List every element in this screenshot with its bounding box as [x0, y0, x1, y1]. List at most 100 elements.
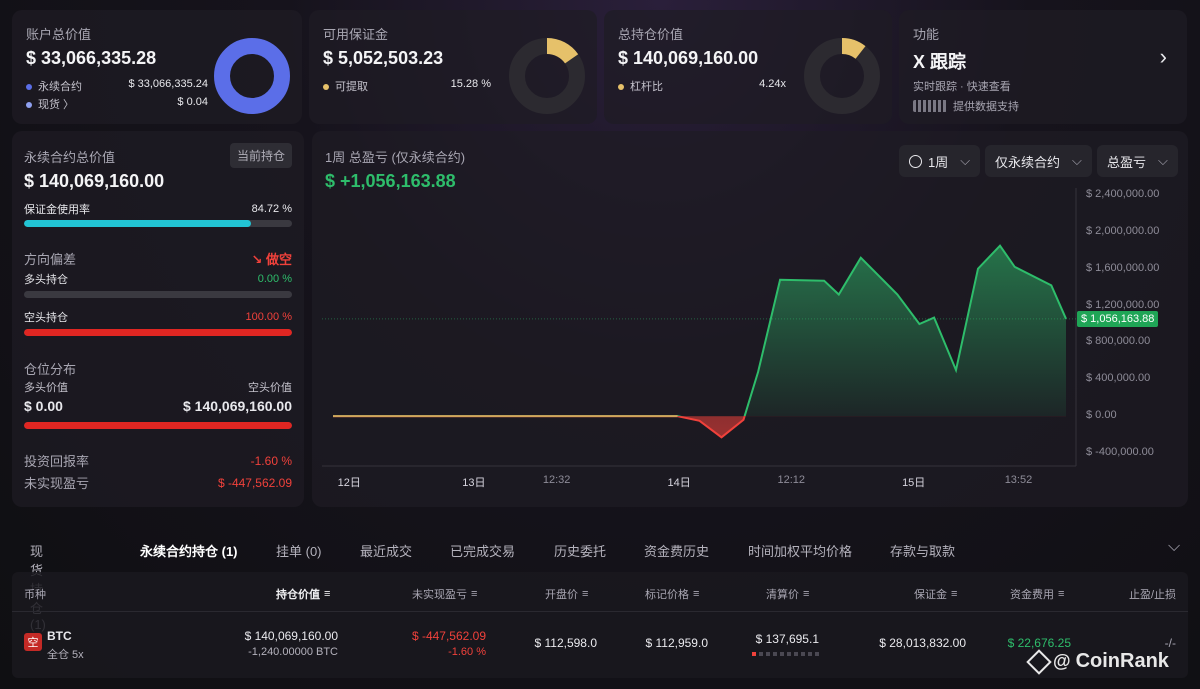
long-value-label: 多头价值 — [24, 382, 68, 394]
th-mark[interactable]: 标记价格 ≡ — [645, 586, 699, 602]
margin-usage-bar — [24, 220, 292, 227]
coinrank-logo-icon — [1026, 648, 1052, 675]
leverage-row: 杠杆比 4.24x — [618, 78, 786, 94]
roi-value: -1.60 % — [250, 453, 292, 468]
row-mark-price: $ 112,959.0 — [645, 636, 708, 650]
watermark-text: CoinRank — [1075, 650, 1169, 672]
upnl-label: 未实现盈亏 — [24, 476, 90, 491]
x-tick-label: 15日 — [902, 477, 926, 489]
y-tick-label: $ 2,400,000.00 — [1086, 188, 1160, 200]
th-liq[interactable]: 清算价 ≡ — [766, 586, 809, 602]
current-positions-button[interactable]: 当前持仓 — [229, 143, 292, 168]
tab-recent-trades[interactable]: 最近成交 — [360, 544, 413, 559]
account-value-card: 账户总价值 $ 33,066,335.28 永续合约 $ 33,066,335.… — [12, 10, 302, 124]
row-margin: $ 28,013,832.00 — [879, 636, 966, 650]
short-bar — [24, 329, 292, 336]
th-funding[interactable]: 资金费用 ≡ — [1010, 586, 1064, 602]
filter-icon: ≡ — [1058, 588, 1065, 600]
account-row-perp-name: 永续合约 — [38, 81, 82, 93]
th-liq-label: 清算价 — [766, 589, 799, 601]
account-row-spot-value: $ 0.04 — [177, 96, 208, 108]
liq-distance-mark — [752, 652, 756, 656]
th-value[interactable]: 持仓价值 ≡ — [276, 586, 330, 602]
leverage-donut — [804, 38, 880, 114]
row-mode: 全仓 5x — [47, 649, 84, 661]
collapse-chevron-icon[interactable]: ⌵ — [1168, 538, 1181, 555]
bias-value: 做空 — [265, 252, 292, 267]
filter-icon: ≡ — [693, 588, 700, 600]
feature-card[interactable]: 功能 X 跟踪 实时跟踪 · 快速查看 提供数据支持 › — [899, 10, 1187, 124]
total-position-card: 总持仓价值 $ 140,069,160.00 杠杆比 4.24x — [604, 10, 892, 124]
liq-distance-bar — [752, 652, 820, 656]
filter-icon: ≡ — [582, 588, 589, 600]
perp-total-value: $ 140,069,160.00 — [24, 171, 165, 191]
filter-icon: ≡ — [803, 588, 810, 600]
th-margin-label: 保证金 — [914, 589, 947, 601]
tab-deposits[interactable]: 存款与取款 — [890, 544, 956, 559]
metric-select[interactable]: 总盈亏 ⌵ — [1097, 145, 1178, 177]
withdrawable-row: 可提取 15.28 % — [323, 78, 491, 94]
x-tick-label: 12:32 — [542, 474, 571, 486]
th-upnl[interactable]: 未实现盈亏 ≡ — [412, 586, 477, 602]
upnl-value: $ -447,562.09 — [217, 475, 292, 490]
filter-icon: ≡ — [951, 588, 958, 600]
account-value: $ 33,066,335.28 — [26, 48, 157, 68]
account-row-perp-value: $ 33,066,335.24 — [128, 78, 208, 90]
th-margin[interactable]: 保证金 ≡ — [914, 586, 957, 602]
x-tracking-title[interactable]: X 跟踪 — [913, 52, 967, 72]
margin-usage-fill — [24, 220, 252, 227]
short-pct: 100.00 % — [245, 311, 292, 323]
chevron-down-icon: ⌵ — [960, 153, 971, 168]
account-row-spot[interactable]: 现货 〉 $ 0.04 — [26, 96, 208, 112]
row-symbol[interactable]: BTC — [47, 629, 72, 643]
th-value-label: 持仓价值 — [276, 589, 320, 601]
y-tick-label: $ -400,000.00 — [1086, 446, 1154, 458]
roi-label: 投资回报率 — [24, 454, 90, 469]
bias-value-wrap: ↘ 做空 — [251, 249, 292, 268]
row-value: $ 140,069,160.00 — [244, 629, 338, 643]
roi-row: 投资回报率 -1.60 % — [24, 451, 292, 470]
filter-icon: ≡ — [471, 588, 478, 600]
short-fill — [24, 329, 292, 336]
table-header-row — [12, 572, 1188, 612]
tab-funding-history[interactable]: 资金费历史 — [644, 544, 710, 559]
total-position-value: $ 140,069,160.00 — [618, 48, 759, 68]
scope-select[interactable]: 仅永续合约 ⌵ — [985, 145, 1092, 177]
total-position-label: 总持仓价值 — [618, 27, 684, 42]
scope-select-label: 仅永续合约 — [995, 154, 1061, 170]
x-tick-label: 12:12 — [777, 474, 805, 486]
tab-order-history[interactable]: 历史委托 — [554, 544, 607, 559]
chart-title: 1周 总盈亏 (仅永续合约) — [325, 150, 466, 165]
row-upnl: $ -447,562.09 — [411, 629, 486, 643]
available-margin-value: $ 5,052,503.23 — [323, 48, 444, 68]
th-open-label: 开盘价 — [545, 589, 578, 601]
feature-sub: 实时跟踪 · 快速查看 — [913, 81, 1011, 93]
long-pct: 0.00 % — [257, 273, 292, 285]
chevron-right-icon[interactable]: › — [1159, 44, 1167, 69]
short-label: 空头持仓 — [24, 312, 68, 324]
tab-twap[interactable]: 时间加权平均价格 — [748, 544, 853, 559]
leverage-label: 杠杆比 — [630, 81, 663, 93]
clock-icon — [909, 154, 922, 168]
tab-perp[interactable]: 永续合约持仓 (1) — [140, 544, 238, 559]
tab-completed-trades[interactable]: 已完成交易 — [450, 544, 516, 559]
available-margin-card: 可用保证金 $ 5,052,503.23 可提取 15.28 % — [309, 10, 597, 124]
perp-total-label: 永续合约总价值 — [24, 150, 116, 165]
th-upnl-label: 未实现盈亏 — [412, 589, 467, 601]
account-row-perp: 永续合约 $ 33,066,335.24 — [26, 78, 208, 94]
th-mark-label: 标记价格 — [645, 589, 689, 601]
account-value-label: 账户总价值 — [26, 27, 92, 42]
provider-logo-icon — [913, 100, 947, 112]
short-value-label: 空头价值 — [248, 382, 292, 394]
provider-row: 提供数据支持 — [913, 98, 1019, 114]
row-funding: $ 22,676.25 — [1007, 636, 1071, 650]
period-select[interactable]: 1周 ⌵ — [899, 145, 981, 177]
row-tpsl[interactable]: -/- — [1164, 636, 1176, 650]
coinrank-watermark: @ CoinRank — [1026, 648, 1169, 675]
tab-orders[interactable]: 挂单 (0) — [276, 544, 322, 559]
row-size: -1,240.00000 BTC — [248, 646, 338, 658]
th-open[interactable]: 开盘价 ≡ — [545, 586, 588, 602]
at-icon: @ — [1053, 651, 1071, 671]
perp-panel: 永续合约总价值 当前持仓 $ 140,069,160.00 保证金使用率 84.… — [12, 131, 304, 507]
bias-label: 方向偏差 — [24, 252, 77, 267]
